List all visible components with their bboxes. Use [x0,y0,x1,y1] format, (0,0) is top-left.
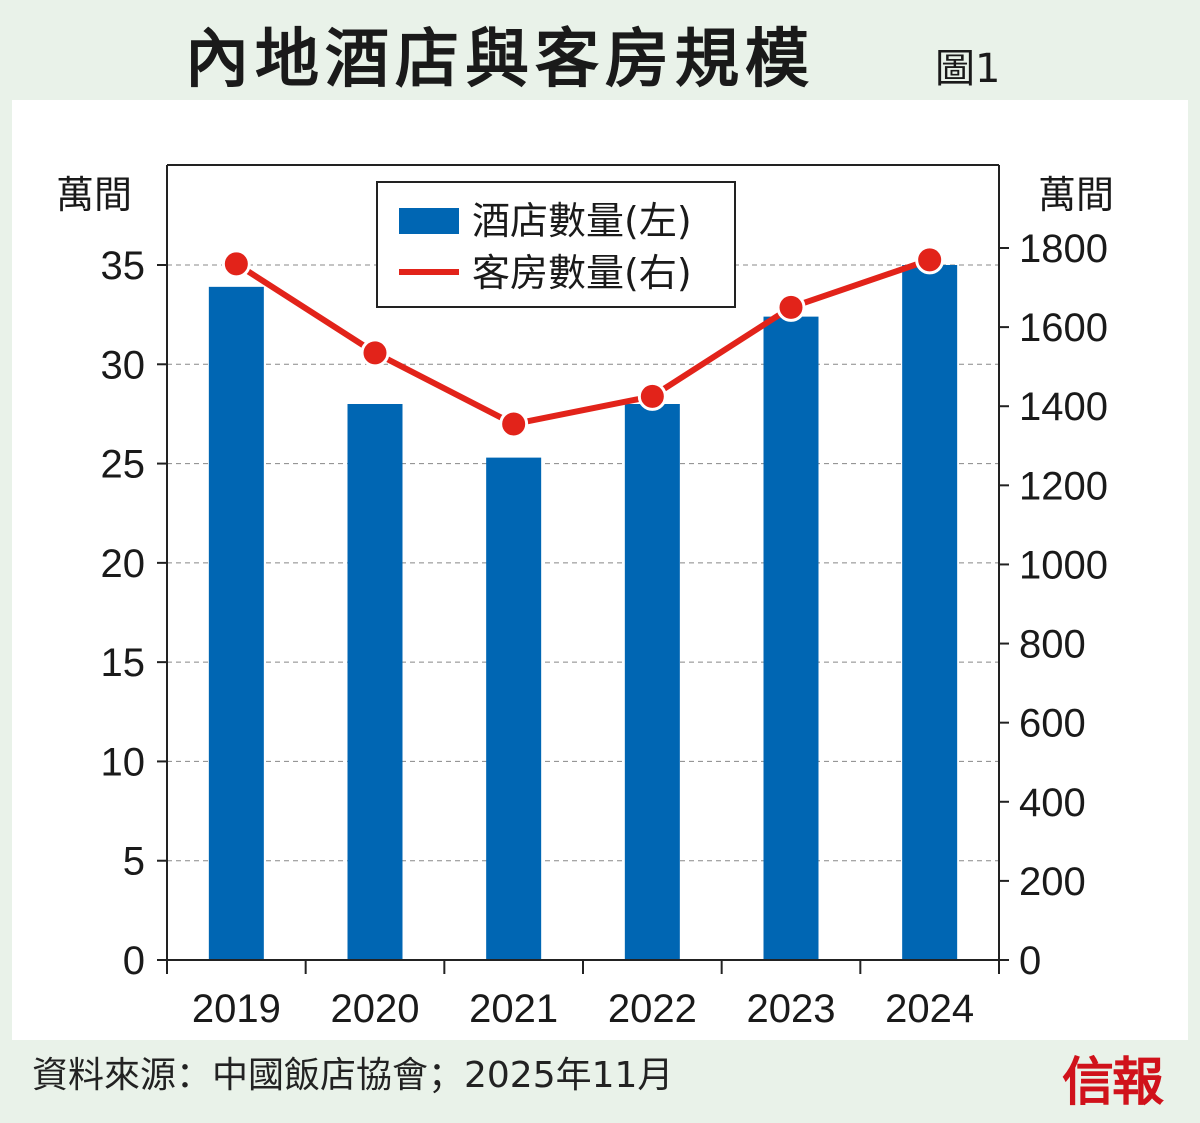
legend-label-rooms: 客房數量(右) [472,251,692,295]
left-tick-label: 0 [123,939,145,983]
right-tick-label: 200 [1019,860,1086,904]
x-tick-label: 2023 [747,987,836,1031]
x-tick-label: 2020 [331,987,420,1031]
line-point-2019 [221,249,251,279]
line-point-2020 [360,338,390,368]
x-tick-label: 2019 [192,987,281,1031]
right-tick-label: 1000 [1019,543,1108,587]
title-bar: 內地酒店與客房規模 圖1 [0,0,1200,100]
brand-logo: 信報 [1062,1052,1164,1113]
bar-2020 [347,404,403,960]
right-tick-label: 600 [1019,702,1086,746]
right-tick-label: 1400 [1019,385,1108,429]
legend-box [376,181,736,308]
right-tick-label: 1600 [1019,306,1108,350]
line-point-2022 [637,381,667,411]
right-tick-label: 0 [1019,939,1041,983]
left-tick-label: 20 [101,542,146,586]
figure-label: 圖1 [935,46,1001,92]
source-note: 資料來源：中國飯店協會；2025年11月 [32,1055,674,1096]
x-tick-label: 2024 [885,987,974,1031]
rooms-line [234,257,931,428]
chart-panel: 0 5 10 15 20 25 30 35 0 200 400 600 800 1000 1200 1400 1… [12,100,1188,1040]
legend-label-hotels: 酒店數量(左) [472,199,692,243]
line-point-2024 [915,245,945,275]
right-tick-label: 400 [1019,781,1086,825]
right-tick-label: 800 [1019,623,1086,667]
bar-2023 [763,316,819,961]
left-tick-label: 35 [101,244,146,288]
x-tick-label: 2021 [469,987,558,1031]
bar-2019 [208,286,264,960]
line-point-2021 [499,409,529,439]
left-tick-label: 25 [101,443,146,487]
left-tick-label: 10 [101,740,146,784]
bar-2022 [624,404,680,960]
left-tick-label: 30 [101,343,146,387]
page-title: 內地酒店與客房規模 [185,23,815,97]
bar-2024 [902,265,958,960]
combo-chart: 0 5 10 15 20 25 30 35 0 200 400 600 800 1000 1200 1400 1… [56,164,1114,1031]
line-point-2023 [776,292,806,322]
bar-2021 [486,457,542,960]
right-tick-label: 1800 [1019,227,1108,271]
left-axis-unit: 萬間 [56,173,132,217]
x-tick-label: 2022 [608,987,697,1031]
left-tick-label: 5 [123,840,145,884]
left-tick-label: 15 [101,641,146,685]
legend-swatch-bar [399,208,459,234]
right-tick-label: 1200 [1019,464,1108,508]
right-axis-unit: 萬間 [1038,173,1114,217]
